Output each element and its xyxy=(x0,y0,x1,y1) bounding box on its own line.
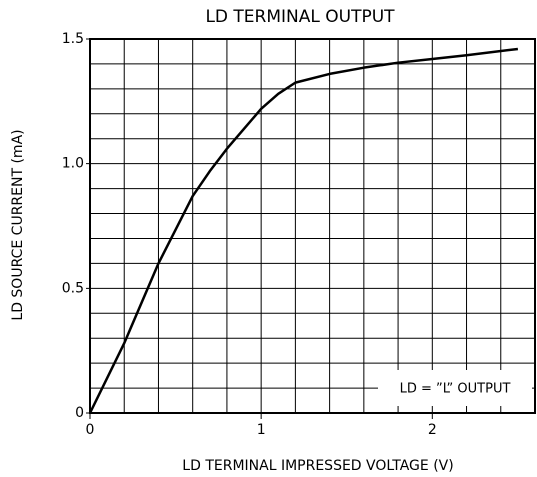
y-tick-label: 1.5 xyxy=(62,31,84,47)
x-tick-label: 1 xyxy=(257,422,266,438)
plot-frame xyxy=(89,38,536,414)
y-tick-label: 0 xyxy=(75,405,84,421)
x-tick-label: 0 xyxy=(86,422,95,438)
y-axis-label: LD SOURCE CURRENT (mA) xyxy=(10,129,26,320)
x-axis-label: LD TERMINAL IMPRESSED VOLTAGE (V) xyxy=(182,458,453,474)
line-series xyxy=(88,47,519,414)
chart-title: LD TERMINAL OUTPUT xyxy=(205,7,395,27)
y-tick-label: 1.0 xyxy=(62,156,84,172)
y-tick-label: 0.5 xyxy=(62,280,84,296)
x-tick-label: 2 xyxy=(428,422,437,438)
annotation-box xyxy=(378,370,532,406)
annotation: LD = ”L” OUTPUT xyxy=(400,382,511,397)
